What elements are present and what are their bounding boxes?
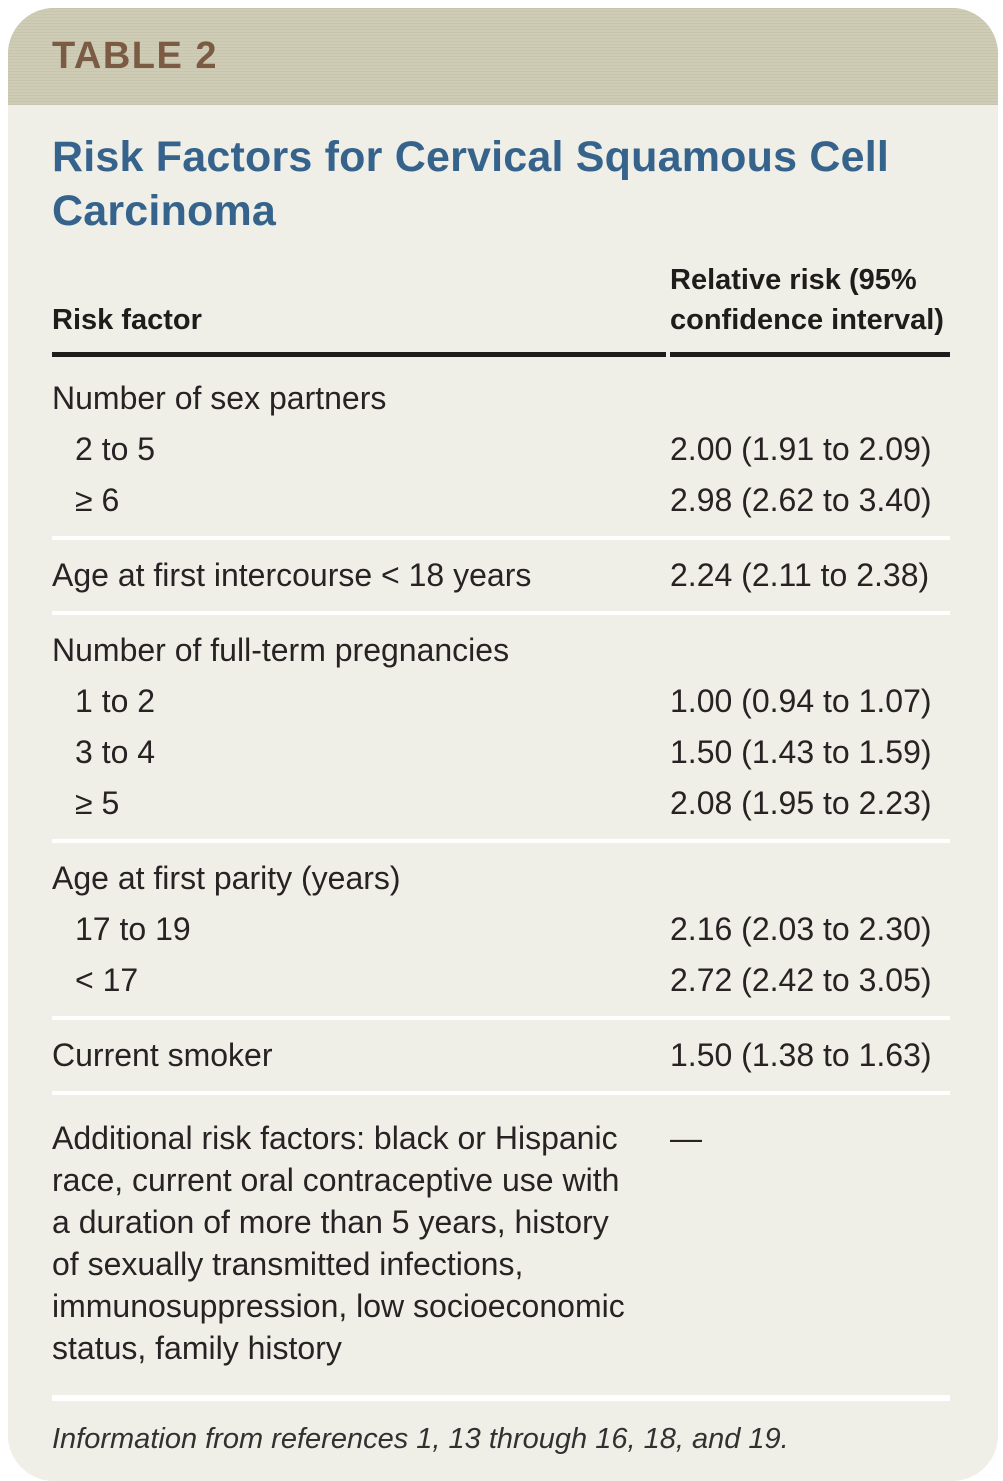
table-row: < 17 2.72 (2.42 to 3.05) [52, 955, 950, 1006]
table-rows: Number of sex partners 2 to 5 2.00 (1.91… [52, 373, 950, 1383]
row-label: 1 to 2 [75, 683, 156, 719]
row-value: 1.50 (1.43 to 1.59) [670, 734, 932, 770]
row-separator [52, 1016, 950, 1020]
table-number-label: TABLE 2 [52, 35, 219, 77]
row-label: 17 to 19 [75, 911, 191, 947]
table-row: 3 to 4 1.50 (1.43 to 1.59) [52, 727, 950, 778]
table-row: 2 to 5 2.00 (1.91 to 2.09) [52, 424, 950, 475]
row-label: Age at first intercourse < 18 years [52, 557, 532, 593]
table-row: Age at first parity (years) [52, 853, 950, 904]
column-header-relative-risk: Relative risk (95% confidence interval) [670, 260, 950, 357]
group-number-of-sex-partners: Number of sex partners 2 to 5 2.00 (1.91… [52, 373, 950, 526]
group-current-smoker: Current smoker 1.50 (1.38 to 1.63) [52, 1030, 950, 1081]
row-value: 2.24 (2.11 to 2.38) [670, 557, 930, 593]
table-title: Risk Factors for Cervical Squamous Cell … [52, 133, 890, 235]
table-row: 1 to 2 1.00 (0.94 to 1.07) [52, 676, 950, 727]
column-header-risk-factor: Risk factor [52, 300, 666, 357]
row-value: — [670, 1120, 702, 1156]
row-label: Age at first parity (years) [52, 860, 401, 896]
row-value: 2.98 (2.62 to 3.40) [670, 482, 932, 518]
table-row: Number of full-term pregnancies [52, 625, 950, 676]
table-row: ≥ 5 2.08 (1.95 to 2.23) [52, 778, 950, 829]
row-label: Current smoker [52, 1037, 273, 1073]
row-label: Additional risk factors: black or Hispan… [52, 1120, 625, 1366]
footnote: Information from references 1, 13 throug… [52, 1423, 789, 1455]
row-label: Number of sex partners [52, 380, 387, 416]
table-row: Age at first intercourse < 18 years 2.24… [52, 550, 950, 601]
table-row: Additional risk factors: black or Hispan… [52, 1105, 950, 1383]
group-full-term-pregnancies: Number of full-term pregnancies 1 to 2 1… [52, 625, 950, 829]
row-label: ≥ 5 [75, 785, 120, 821]
table-card: TABLE 2 Risk Factors for Cervical Squamo… [8, 8, 998, 1481]
row-separator [52, 1091, 950, 1095]
row-label: < 17 [75, 962, 139, 998]
table-row: 17 to 19 2.16 (2.03 to 2.30) [52, 904, 950, 955]
row-label: Number of full-term pregnancies [52, 632, 510, 668]
footnote-separator [52, 1395, 950, 1401]
column-header-row: Risk factor Relative risk (95% confidenc… [52, 260, 950, 357]
table-row: Current smoker 1.50 (1.38 to 1.63) [52, 1030, 950, 1081]
row-value: 1.50 (1.38 to 1.63) [670, 1037, 932, 1073]
group-age-at-first-intercourse: Age at first intercourse < 18 years 2.24… [52, 550, 950, 601]
row-separator [52, 839, 950, 843]
row-value: 2.16 (2.03 to 2.30) [670, 911, 932, 947]
group-age-at-first-parity: Age at first parity (years) 17 to 19 2.1… [52, 853, 950, 1006]
row-value: 2.08 (1.95 to 2.23) [670, 785, 932, 821]
row-value: 1.00 (0.94 to 1.07) [670, 683, 932, 719]
row-value: 2.72 (2.42 to 3.05) [670, 962, 932, 998]
row-separator [52, 611, 950, 615]
table-header-band: TABLE 2 [8, 8, 998, 105]
row-label: ≥ 6 [75, 482, 120, 518]
table-body: Risk Factors for Cervical Squamous Cell … [8, 105, 998, 1481]
group-additional-risk-factors: Additional risk factors: black or Hispan… [52, 1105, 950, 1383]
table-row: Number of sex partners [52, 373, 950, 424]
row-value: 2.00 (1.91 to 2.09) [670, 431, 932, 467]
table-row: ≥ 6 2.98 (2.62 to 3.40) [52, 475, 950, 526]
row-label: 3 to 4 [75, 734, 156, 770]
row-separator [52, 536, 950, 540]
row-label: 2 to 5 [75, 431, 156, 467]
